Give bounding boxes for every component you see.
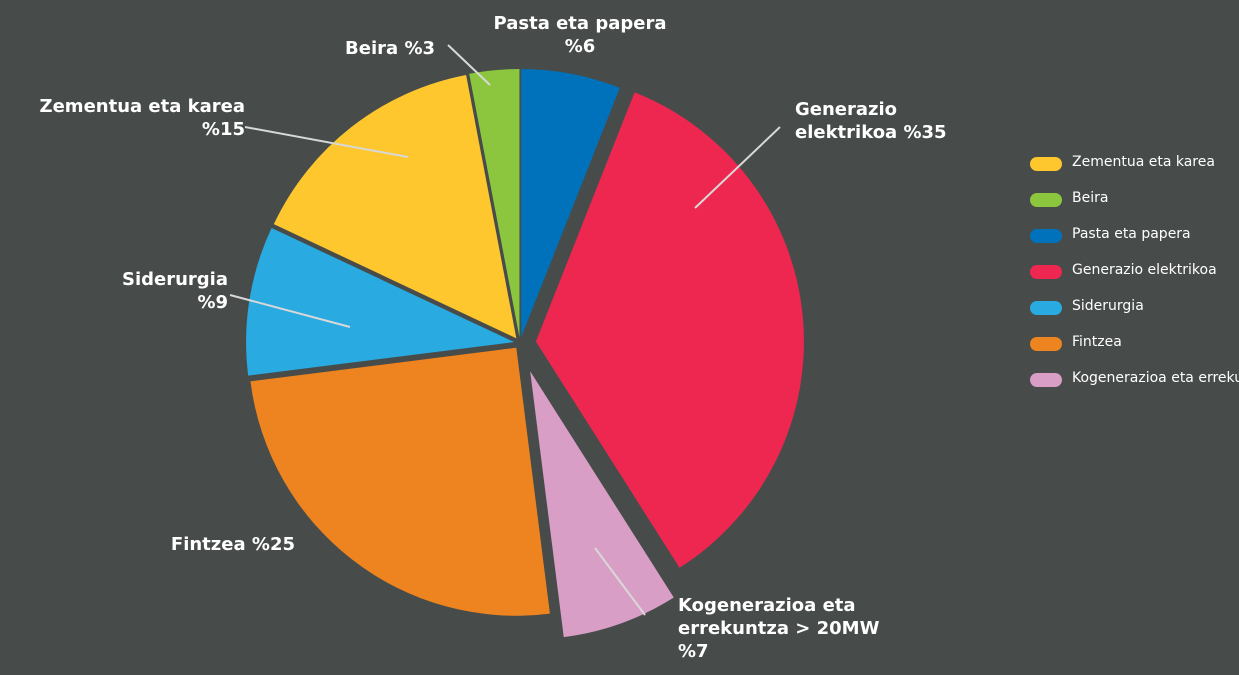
label-value: %6 xyxy=(564,36,596,57)
label-value: %25 xyxy=(251,534,295,555)
label-name: Pasta eta papera xyxy=(493,13,667,34)
label-name: Zementua eta karea xyxy=(39,96,245,117)
legend-label: Zementua eta karea xyxy=(1072,154,1215,170)
data-label: Generazio elektrikoa %35 xyxy=(795,98,980,144)
label-value: %9 xyxy=(197,292,228,313)
legend-swatch xyxy=(1030,229,1062,243)
data-label: Zementua eta karea %15 xyxy=(20,95,245,141)
label-name: Fintzea xyxy=(170,534,246,555)
leader-line xyxy=(229,294,351,328)
legend-label: Fintzea xyxy=(1072,334,1122,350)
legend-swatch xyxy=(1030,193,1062,207)
data-label: Siderurgia %9 xyxy=(98,268,228,314)
legend-swatch xyxy=(1030,301,1062,315)
pie-slice xyxy=(273,75,517,339)
pie-slice xyxy=(521,69,620,338)
label-name: Generazio elektrikoa xyxy=(795,99,898,143)
legend-label: Generazio elektrikoa xyxy=(1072,262,1217,278)
label-value: %3 xyxy=(404,38,435,59)
data-label: Kogenerazioa eta errekuntza > 20MW %7 xyxy=(678,594,908,663)
label-value: %35 xyxy=(903,122,947,143)
legend-label: Kogenerazioa eta errekuntza > 20MW xyxy=(1072,370,1239,386)
data-label: Fintzea %25 xyxy=(60,533,295,556)
pie-slice xyxy=(530,371,674,638)
legend-swatch xyxy=(1030,373,1062,387)
label-value: %7 xyxy=(678,641,709,662)
leader-line xyxy=(244,126,409,158)
legend-label: Beira xyxy=(1072,190,1109,206)
label-name: Beira xyxy=(345,38,399,59)
pie-slice xyxy=(469,69,520,338)
label-value: %15 xyxy=(201,119,245,140)
pie-slice xyxy=(535,92,804,568)
label-name: Siderurgia xyxy=(122,269,228,290)
pie-slice xyxy=(250,347,550,616)
legend-swatch xyxy=(1030,157,1062,171)
legend-swatch xyxy=(1030,265,1062,279)
legend-label: Siderurgia xyxy=(1072,298,1144,314)
legend-label: Pasta eta papera xyxy=(1072,226,1191,242)
data-label: Pasta eta papera %6 xyxy=(490,12,670,58)
data-label: Beira %3 xyxy=(245,37,435,60)
pie-slice xyxy=(246,227,515,376)
leader-line xyxy=(694,126,781,209)
label-name: Kogenerazioa eta errekuntza > 20MW xyxy=(678,595,880,639)
legend-swatch xyxy=(1030,337,1062,351)
leader-line xyxy=(594,547,646,616)
leader-line xyxy=(447,44,491,86)
